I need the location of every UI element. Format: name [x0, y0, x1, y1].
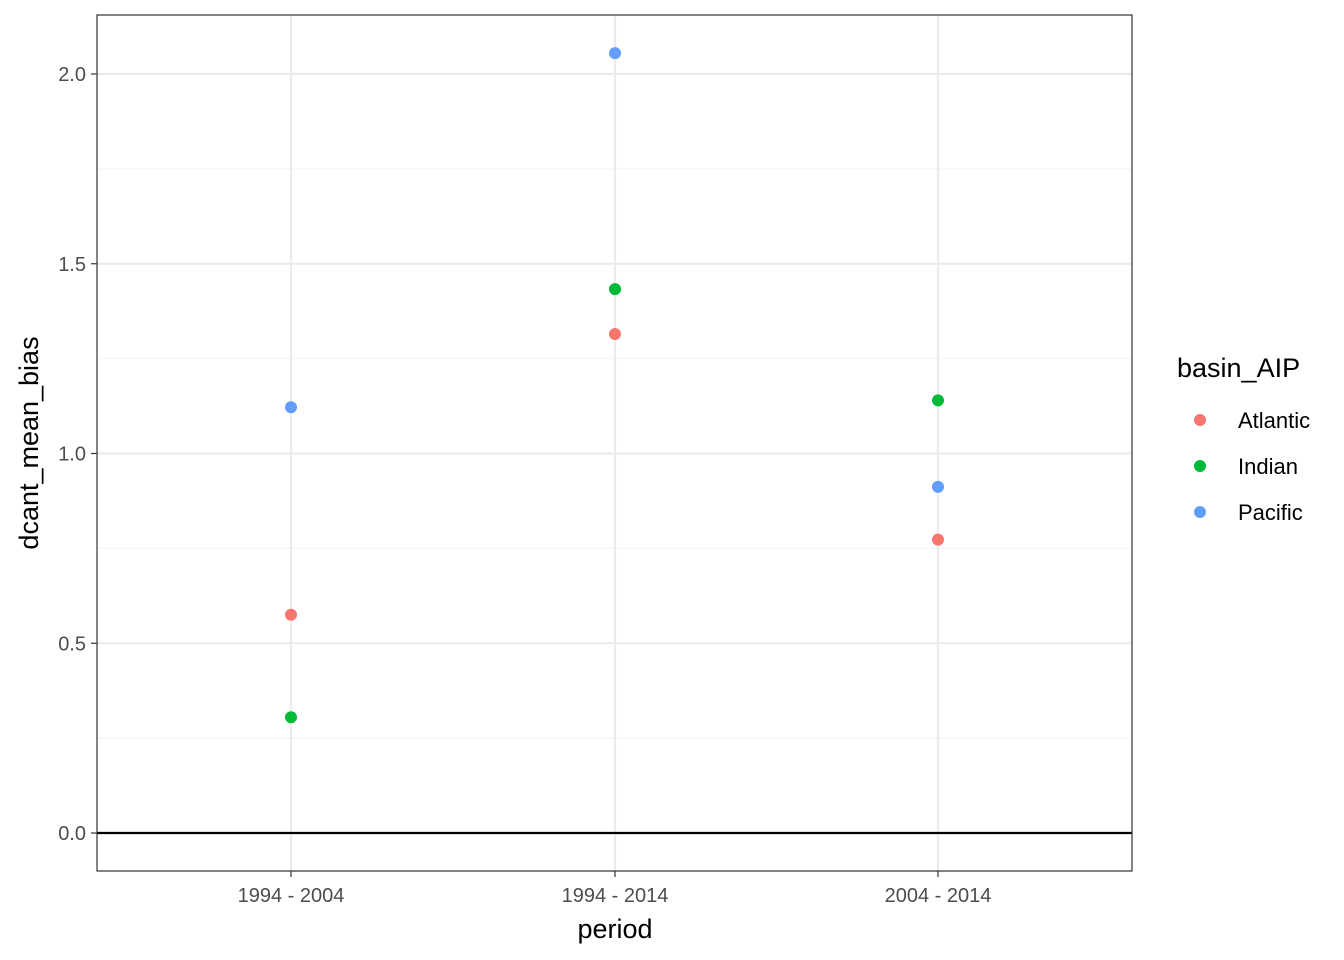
- data-point-pacific: [932, 480, 944, 493]
- legend-label-atlantic: Atlantic: [1238, 408, 1310, 433]
- x-axis-title: period: [577, 914, 652, 944]
- x-tick-label: 2004 - 2014: [885, 885, 992, 907]
- y-tick-label: 1.0: [58, 444, 86, 466]
- y-tick-label: 2.0: [58, 64, 86, 86]
- y-tick-label: 0.5: [58, 633, 86, 655]
- legend-label-pacific: Pacific: [1238, 500, 1303, 525]
- legend-key-atlantic: [1194, 414, 1206, 426]
- data-point-atlantic: [932, 533, 944, 546]
- x-tick-label: 1994 - 2004: [238, 885, 345, 907]
- data-point-pacific: [285, 401, 297, 414]
- data-point-indian: [285, 711, 297, 724]
- legend-items: Atlantic Indian Pacific: [1194, 408, 1310, 525]
- data-point-atlantic: [285, 608, 297, 621]
- data-points: [285, 47, 944, 724]
- y-axis-title: dcant_mean_bias: [14, 336, 44, 549]
- y-axis: 0.0 0.5 1.0 1.5 2.0: [58, 64, 97, 845]
- legend-key-indian: [1194, 460, 1206, 472]
- legend: basin_AIP Atlantic Indian Pacific: [1177, 353, 1310, 525]
- x-axis: 1994 - 2004 1994 - 2014 2004 - 2014: [238, 871, 992, 907]
- data-point-atlantic: [609, 327, 621, 340]
- x-tick-label: 1994 - 2014: [562, 885, 669, 907]
- legend-label-indian: Indian: [1238, 454, 1298, 479]
- y-tick-label: 1.5: [58, 254, 86, 276]
- y-tick-label: 0.0: [58, 823, 86, 845]
- major-gridlines: [97, 15, 1132, 871]
- data-point-pacific: [609, 47, 621, 60]
- legend-title: basin_AIP: [1177, 353, 1300, 383]
- legend-key-pacific: [1194, 506, 1206, 518]
- data-point-indian: [932, 394, 944, 407]
- data-point-indian: [609, 283, 621, 296]
